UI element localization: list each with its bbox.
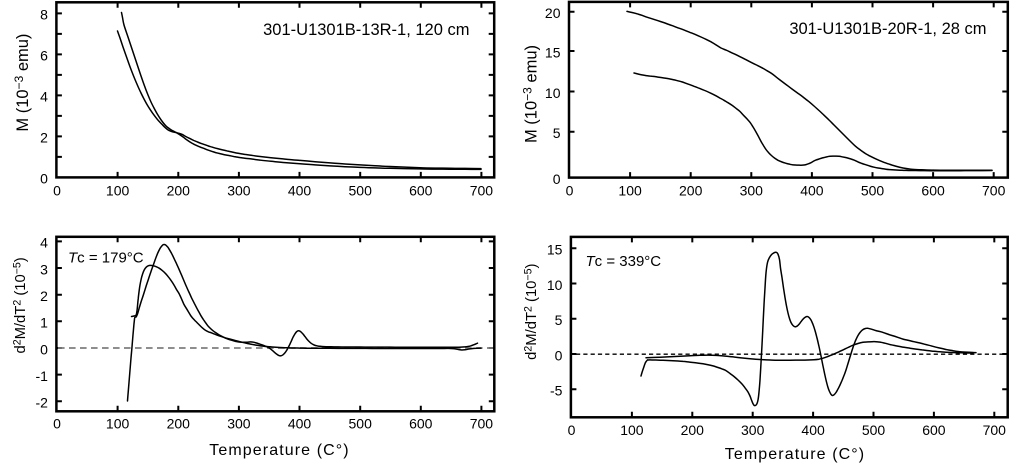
svg-text:M (10−3 emu): M (10−3 emu) [12,34,32,132]
svg-text:300: 300 [741,422,765,438]
svg-text:500: 500 [349,183,373,199]
svg-text:500: 500 [861,183,885,199]
svg-text:8: 8 [40,7,48,23]
svg-text:d2M/dT2 (10−5): d2M/dT2 (10−5) [12,257,30,353]
svg-text:500: 500 [349,415,373,431]
svg-text:0: 0 [40,341,48,357]
svg-text:600: 600 [922,422,946,438]
svg-text:700: 700 [470,183,494,199]
svg-text:500: 500 [862,422,886,438]
svg-text:400: 400 [288,415,312,431]
svg-text:300: 300 [740,183,764,199]
svg-text:Temperature (C°): Temperature (C°) [725,446,865,463]
svg-text:200: 200 [167,183,191,199]
svg-text:0: 0 [568,422,576,438]
svg-text:20: 20 [545,5,561,21]
svg-text:15: 15 [545,44,561,60]
svg-text:400: 400 [800,183,824,199]
svg-text:100: 100 [620,422,644,438]
svg-text:-1: -1 [35,368,48,384]
svg-text:700: 700 [470,415,494,431]
svg-text:700: 700 [982,183,1006,199]
svg-text:-2: -2 [35,395,48,411]
svg-text:0: 0 [53,415,61,431]
svg-text:200: 200 [681,422,705,438]
svg-text:Temperature (C°): Temperature (C°) [209,442,349,459]
svg-text:300: 300 [227,415,251,431]
svg-text:0: 0 [555,347,563,363]
svg-text:10: 10 [545,85,561,101]
svg-text:4: 4 [40,89,48,105]
svg-text:Tc = 179°C: Tc = 179°C [68,250,144,267]
svg-text:d2M/dT2 (10−5): d2M/dT2 (10−5) [522,263,540,359]
svg-text:15: 15 [547,242,563,258]
svg-text:4: 4 [40,235,48,251]
svg-text:5: 5 [553,125,561,141]
svg-text:100: 100 [106,183,130,199]
svg-text:0: 0 [553,171,561,187]
svg-text:200: 200 [167,415,191,431]
svg-text:700: 700 [983,422,1007,438]
svg-text:600: 600 [921,183,945,199]
svg-text:100: 100 [106,415,130,431]
svg-text:600: 600 [409,415,433,431]
svg-text:-5: -5 [550,383,563,399]
svg-text:400: 400 [801,422,825,438]
svg-text:3: 3 [40,261,48,277]
svg-text:0: 0 [40,171,48,187]
svg-text:400: 400 [288,183,312,199]
svg-text:6: 6 [40,48,48,64]
svg-text:2: 2 [40,130,48,146]
svg-text:600: 600 [409,183,433,199]
svg-text:300: 300 [227,183,251,199]
svg-text:301-U1301B-20R-1, 28 cm: 301-U1301B-20R-1, 28 cm [789,20,986,38]
svg-text:5: 5 [555,312,563,328]
svg-text:200: 200 [679,183,703,199]
svg-text:Tc = 339°C: Tc = 339°C [586,253,662,270]
svg-text:M (10−3 emu): M (10−3 emu) [521,45,541,143]
svg-text:100: 100 [618,183,642,199]
svg-text:1: 1 [40,315,48,331]
svg-text:10: 10 [547,277,563,293]
svg-text:2: 2 [40,288,48,304]
svg-text:0: 0 [53,183,61,199]
svg-text:0: 0 [566,183,574,199]
svg-text:301-U1301B-13R-1, 120 cm: 301-U1301B-13R-1, 120 cm [263,21,469,39]
